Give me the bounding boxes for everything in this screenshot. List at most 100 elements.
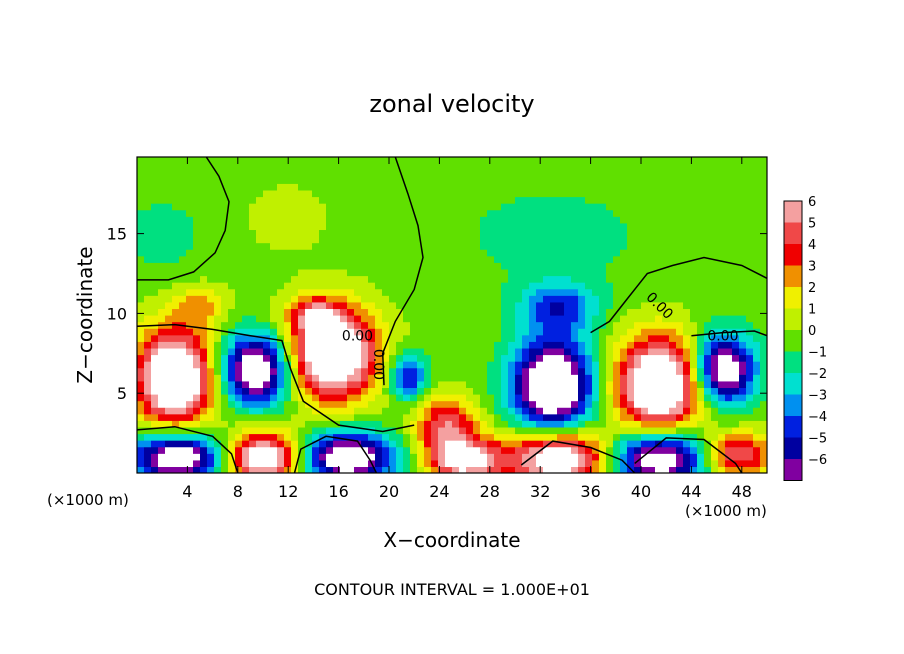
field-cell — [256, 334, 264, 342]
field-cell — [312, 249, 320, 257]
field-cell — [256, 222, 264, 231]
field-cell — [592, 229, 600, 237]
field-cell — [151, 420, 159, 428]
field-cell — [683, 308, 691, 316]
field-cell — [396, 222, 404, 231]
field-cell — [613, 222, 621, 231]
field-cell — [732, 354, 740, 362]
field-cell — [550, 446, 558, 454]
field-cell — [214, 341, 222, 349]
field-cell — [410, 196, 418, 204]
field-cell — [417, 420, 425, 428]
field-cell — [676, 459, 684, 468]
field-cell — [739, 229, 747, 237]
field-cell — [746, 288, 754, 296]
field-cell — [585, 268, 593, 277]
field-cell — [361, 216, 369, 224]
field-cell — [235, 216, 243, 224]
field-cell — [207, 216, 215, 224]
field-cell — [732, 209, 740, 217]
field-cell — [627, 222, 635, 231]
field-cell — [480, 387, 488, 395]
field-cell — [256, 394, 264, 402]
field-cell — [508, 170, 516, 178]
field-cell — [641, 255, 649, 263]
field-cell — [410, 459, 418, 468]
field-cell — [347, 176, 355, 184]
field-cell — [277, 229, 285, 237]
field-cell — [571, 400, 579, 408]
field-cell — [718, 163, 726, 171]
field-cell — [221, 170, 229, 178]
field-cell — [305, 288, 313, 296]
field-cell — [305, 308, 313, 316]
field-cell — [221, 407, 229, 415]
field-cell — [627, 196, 635, 204]
field-cell — [424, 196, 432, 204]
field-cell — [620, 308, 628, 316]
field-cell — [480, 288, 488, 296]
field-cell — [676, 236, 684, 244]
field-cell — [312, 354, 320, 362]
field-cell — [417, 249, 425, 257]
field-cell — [529, 282, 537, 290]
field-cell — [186, 242, 194, 250]
field-cell — [417, 315, 425, 323]
field-cell — [550, 394, 558, 402]
field-cell — [550, 347, 558, 356]
field-cell — [620, 242, 628, 250]
field-cell — [228, 413, 236, 421]
field-cell — [319, 282, 327, 290]
x-tick-label: 8 — [233, 482, 243, 501]
field-cell — [697, 466, 705, 473]
field-cell — [662, 426, 670, 435]
field-cell — [704, 255, 712, 263]
field-cell — [634, 236, 642, 244]
field-cell — [718, 203, 726, 211]
field-cell — [165, 453, 173, 461]
field-cell — [690, 288, 698, 296]
field-cell — [501, 387, 509, 395]
field-cell — [683, 236, 691, 244]
field-cell — [466, 394, 474, 402]
field-cell — [452, 315, 460, 323]
field-cell — [249, 301, 257, 310]
field-cell — [753, 301, 761, 310]
field-cell — [557, 255, 565, 263]
field-cell — [564, 262, 572, 270]
field-cell — [536, 426, 544, 435]
field-cell — [277, 282, 285, 290]
field-cell — [340, 328, 348, 336]
field-cell — [739, 157, 747, 165]
field-cell — [634, 229, 642, 237]
field-cell — [599, 163, 607, 171]
field-cell — [627, 453, 635, 461]
field-cell — [690, 374, 698, 382]
field-cell — [326, 361, 334, 369]
field-cell — [382, 400, 390, 408]
field-cell — [515, 301, 523, 310]
field-cell — [221, 203, 229, 211]
field-cell — [221, 341, 229, 349]
field-cell — [753, 170, 761, 178]
field-cell — [613, 394, 621, 402]
field-cell — [382, 203, 390, 211]
field-cell — [403, 347, 411, 356]
field-cell — [536, 295, 544, 303]
field-cell — [305, 387, 313, 395]
field-cell — [270, 407, 278, 415]
field-cell — [466, 242, 474, 250]
field-cell — [417, 288, 425, 296]
field-cell — [228, 275, 236, 283]
field-cell — [228, 262, 236, 270]
field-cell — [522, 433, 530, 441]
field-cell — [200, 295, 208, 303]
field-cell — [536, 308, 544, 316]
field-cell — [389, 328, 397, 336]
zero-contours: 0.000.000.000.00 — [137, 157, 767, 473]
field-cell — [368, 209, 376, 217]
field-cell — [200, 380, 208, 389]
field-cell — [144, 453, 152, 461]
field-cell — [368, 301, 376, 310]
field-cell — [319, 203, 327, 211]
